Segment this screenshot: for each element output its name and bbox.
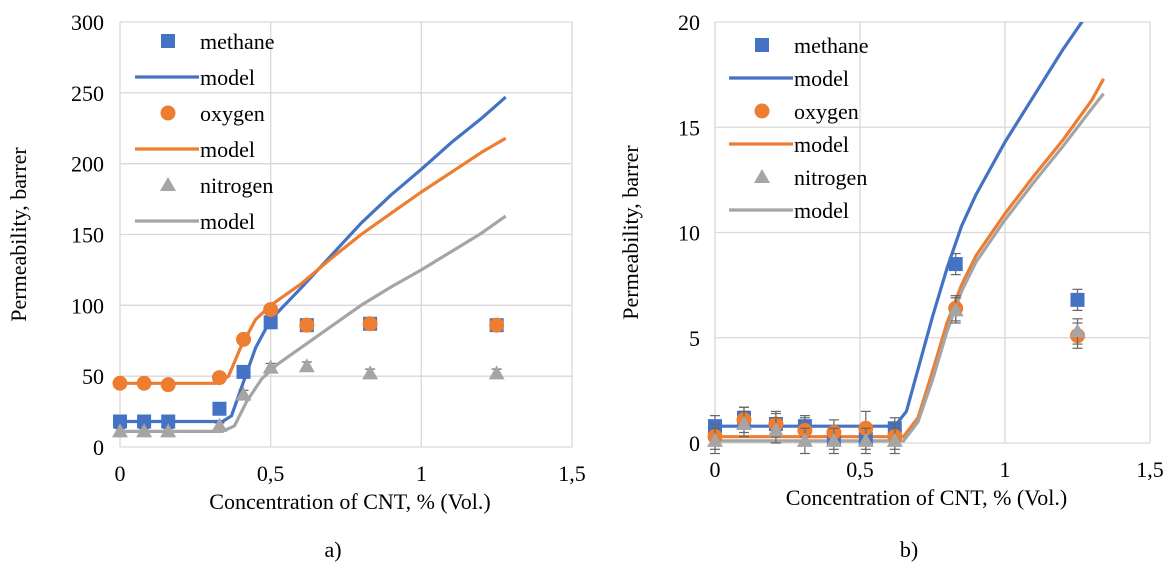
y-axis-title: Permeability, barrer (6, 147, 31, 322)
legend-label: oxygen (794, 99, 859, 124)
legend-label: model (794, 198, 849, 223)
y-tick-label: 0 (689, 431, 700, 456)
oxygen-point (299, 317, 315, 333)
oxygen-point (362, 316, 378, 332)
nitrogen-point (736, 416, 752, 431)
nitrogen-point (488, 365, 505, 380)
legend-label: methane (200, 29, 275, 54)
x-tick-label: 1,5 (558, 461, 586, 486)
x-axis-title: Concentration of CNT, % (Vol.) (786, 485, 1067, 510)
chart-caption: b) (900, 537, 918, 562)
nitrogen-point (767, 422, 784, 437)
chart-a: 0 50 100 150 200 250 300 0 0,5 1 1,5 Concentration … (6, 10, 586, 562)
x-tick-label: 0,5 (846, 457, 874, 482)
x-tick-label: 1,5 (1136, 457, 1164, 482)
x-axis-title: Concentration of CNT, % (Vol.) (209, 489, 490, 514)
nitrogen-point (1069, 323, 1086, 338)
y-tick-label: 10 (678, 221, 700, 246)
legend-label: model (794, 132, 849, 157)
y-tick-label: 100 (71, 293, 104, 318)
y-tick-label: 300 (71, 10, 104, 35)
legend-label: model (200, 137, 255, 162)
model-line (715, 92, 1105, 443)
legend-methane-marker (161, 34, 175, 48)
methane-point (1070, 292, 1085, 307)
nitrogen-point (362, 365, 379, 380)
x-tick-label: 0 (115, 461, 126, 486)
x-tick-label: 1 (416, 461, 427, 486)
nitrogen-point (857, 432, 874, 447)
legend-oxygen-marker (160, 105, 176, 121)
legend-methane-marker (755, 38, 769, 52)
legend-label: oxygen (200, 101, 265, 126)
methane-point (948, 257, 963, 272)
nitrogen-point (160, 423, 177, 438)
legend-nitrogen-marker (160, 177, 176, 191)
y-tick-label: 20 (678, 10, 700, 35)
y-tick-label: 50 (82, 364, 104, 389)
x-tick-label: 0,5 (257, 461, 285, 486)
oxygen-point (263, 302, 279, 318)
methane-point (137, 414, 152, 429)
y-tick-label: 0 (93, 435, 104, 460)
methane-point (263, 315, 278, 330)
legend-oxygen-marker (754, 103, 770, 119)
nitrogen-point (136, 423, 153, 438)
y-tick-label: 15 (678, 115, 700, 140)
model-line (715, 78, 1106, 439)
legend-label: nitrogen (794, 165, 867, 190)
methane-point (113, 414, 127, 429)
legend-label: model (200, 209, 255, 234)
x-tick-label: 0 (710, 457, 721, 482)
nitrogen-point (825, 432, 842, 447)
y-tick-label: 250 (71, 81, 104, 106)
legend-label: model (200, 65, 255, 90)
oxygen-point (489, 317, 505, 333)
chart-caption: a) (324, 537, 341, 562)
methane-point (161, 414, 176, 429)
nitrogen-point (211, 417, 228, 432)
nitrogen-point (298, 358, 315, 373)
nitrogen-point (796, 432, 813, 447)
legend-label: nitrogen (200, 173, 273, 198)
model-line (715, 22, 1084, 428)
methane-point (236, 364, 251, 379)
nitrogen-point (262, 359, 279, 374)
y-axis-title: Permeability, barrer (618, 145, 643, 320)
oxygen-point (112, 375, 128, 391)
nitrogen-point (947, 302, 964, 317)
model-line (120, 136, 507, 385)
nitrogen-point (886, 432, 903, 447)
x-tick-label: 1 (1000, 457, 1011, 482)
y-tick-label: 5 (689, 326, 700, 351)
nitrogen-point (235, 386, 252, 401)
oxygen-point (236, 331, 252, 347)
nitrogen-point (112, 423, 128, 438)
legend-nitrogen-marker (754, 169, 770, 183)
model-line (120, 95, 507, 424)
chart-b: 0 5 10 15 20 0 0,5 1 1,5 Concentration of CNT, % … (618, 10, 1164, 562)
y-tick-label: 200 (71, 152, 104, 177)
legend-label: methane (794, 33, 869, 58)
y-tick-label: 150 (71, 223, 104, 248)
model-line (120, 214, 507, 433)
oxygen-point (211, 370, 227, 386)
nitrogen-point (707, 432, 723, 447)
legend-label: model (794, 66, 849, 91)
oxygen-point (136, 375, 152, 391)
oxygen-point (160, 377, 176, 393)
methane-point (212, 401, 227, 416)
